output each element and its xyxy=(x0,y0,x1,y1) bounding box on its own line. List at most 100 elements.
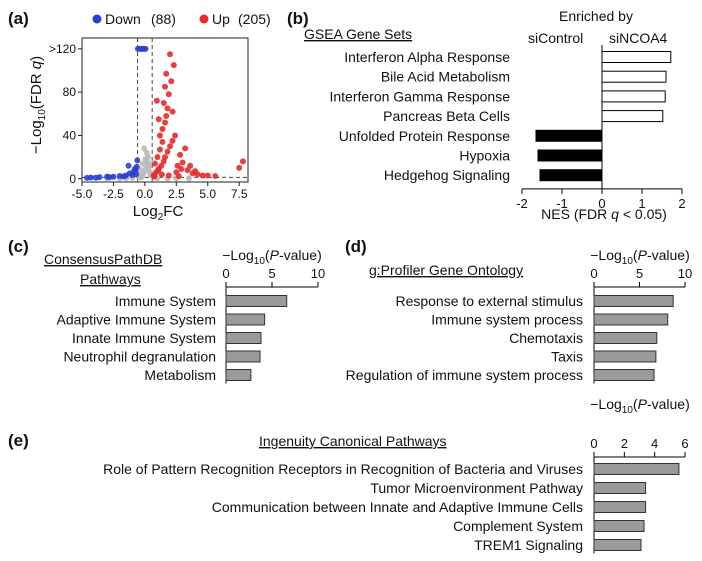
gsea-x-tick-label: 0 xyxy=(598,196,605,211)
cpdb-x-tick-label: 10 xyxy=(311,266,325,281)
legend-up-dot xyxy=(199,14,209,24)
ingenuity-x-tick-label: 2 xyxy=(621,436,628,451)
cpdb-x-tick-label: 0 xyxy=(222,266,229,281)
gprofiler-bar xyxy=(593,350,657,363)
point-up xyxy=(163,70,170,77)
point-up xyxy=(164,105,171,112)
gsea-header: Enriched by xyxy=(559,8,633,24)
legend-down-label: Down xyxy=(105,11,141,27)
point-up xyxy=(170,62,177,69)
ingenuity-category-label: Tumor Microenvironment Pathway xyxy=(370,480,583,496)
point-up xyxy=(187,162,194,169)
legend-down-count: (88) xyxy=(151,11,176,27)
panel-label-d: (d) xyxy=(345,237,367,256)
gsea-category-label: Hypoxia xyxy=(459,148,510,164)
point-up xyxy=(151,173,158,180)
gsea-category-label: Hedgehog Signaling xyxy=(384,167,510,183)
gsea-bar xyxy=(601,90,666,103)
gprofiler-subtitle: g:Profiler Gene Ontology xyxy=(369,262,523,278)
volcano-frame xyxy=(81,37,249,183)
point-up xyxy=(156,146,163,153)
point-up xyxy=(156,132,163,139)
point-up xyxy=(167,51,174,58)
cpdb-bar xyxy=(225,369,252,381)
point-up xyxy=(162,119,168,126)
point-up xyxy=(172,132,179,139)
cpdb-category-label: Metabolism xyxy=(144,367,216,383)
ingenuity-x-tick-label: 4 xyxy=(651,436,658,451)
point-up xyxy=(167,143,174,150)
gprofiler-category-label: Taxis xyxy=(551,349,583,365)
gsea-category-label: Pancreas Beta Cells xyxy=(383,108,510,124)
gsea-bar xyxy=(601,70,667,83)
gsea-bar xyxy=(601,110,664,123)
volcano-plot-area: -5.0 -2.5 0.0 2.5 5.0 7.5 0 40 80 >120 xyxy=(49,37,249,201)
point-down xyxy=(106,174,113,181)
volcano-x-tick-label: -5.0 xyxy=(72,187,93,201)
gsea-header-left: siControl xyxy=(528,30,583,46)
gsea-x-tick-label: 1 xyxy=(638,196,645,211)
gprofiler-category-label: Response to external stimulus xyxy=(395,293,583,309)
point-up xyxy=(168,78,175,85)
gprofiler-category-label: Immune system process xyxy=(431,312,583,328)
point-up xyxy=(158,162,165,169)
point-up xyxy=(192,168,199,175)
gsea-category-label: Unfolded Protein Response xyxy=(339,128,510,144)
gprofiler-bars: 0 5 10 Response to external stimulus Immune … xyxy=(346,266,692,384)
point-up xyxy=(184,167,191,174)
gprofiler-bar xyxy=(593,313,669,326)
ingenuity-category-label: Communication between Innate and Adaptiv… xyxy=(212,499,583,515)
volcano-y-tick-label: 0 xyxy=(69,172,76,186)
point-ns xyxy=(141,145,148,152)
panel-label-c: (c) xyxy=(8,237,29,256)
ingenuity-axis-title: −Log10(P-value) xyxy=(590,396,689,416)
gsea-x-label: NES (FDR q < 0.05) xyxy=(541,206,667,222)
gprofiler-bar xyxy=(593,295,674,307)
gsea-category-label: Interferon Gamma Response xyxy=(329,88,510,104)
point-up xyxy=(165,91,172,98)
volcano-x-tick-label: 5.0 xyxy=(199,187,216,201)
cpdb-x-tick-label: 5 xyxy=(268,266,275,281)
gprofiler-category-label: Chemotaxis xyxy=(509,330,583,346)
cpdb-category-label: Innate Immune System xyxy=(72,330,216,346)
point-up xyxy=(212,173,219,180)
cpdb-bars: 0 5 10 Immune System Adaptive Immune System I… xyxy=(56,266,325,384)
volcano-y-label: −Log10(FDR q) xyxy=(28,56,48,154)
gsea-x-tick-label: -1 xyxy=(556,196,568,211)
point-up xyxy=(159,125,166,132)
volcano-y-tick-label: 40 xyxy=(63,128,77,142)
point-up xyxy=(151,160,158,167)
point-ns xyxy=(142,156,149,163)
volcano-plot: Down (88) Up (205) -5.0 -2.5 0.0 2.5 5.0 7.5 0… xyxy=(28,11,271,223)
point-up xyxy=(159,138,166,145)
point-ns xyxy=(143,149,150,156)
ingenuity-chart: Ingenuity Canonical Pathways −Log10(P-va… xyxy=(103,396,690,554)
gsea-chart: GSEA Gene Sets Enriched by siControl siN… xyxy=(304,8,686,222)
point-up xyxy=(162,154,168,161)
consensuspathdb-chart: ConsensusPathDB Pathways −Log10(P-value)… xyxy=(44,247,325,384)
point-up xyxy=(182,145,189,152)
cpdb-bar xyxy=(225,332,262,344)
ingenuity-x-tick-label: 0 xyxy=(590,436,597,451)
gsea-bar xyxy=(537,149,603,162)
point-up xyxy=(163,112,170,119)
ingenuity-category-label: Complement System xyxy=(453,518,583,534)
ingenuity-bar xyxy=(593,539,642,551)
gsea-category-label: Interferon Alpha Response xyxy=(344,49,510,65)
point-up xyxy=(153,97,160,104)
ingenuity-bar xyxy=(593,482,647,494)
point-down xyxy=(134,157,141,164)
gprofiler-bar xyxy=(593,332,658,344)
point-up xyxy=(160,99,167,106)
gsea-bar xyxy=(535,129,603,142)
cpdb-category-label: Neutrophil degranulation xyxy=(63,349,216,365)
gsea-header-right: siNCOA4 xyxy=(609,30,668,46)
ingenuity-bar xyxy=(593,463,680,475)
point-down xyxy=(125,162,132,169)
point-down xyxy=(138,45,145,52)
ingenuity-bar xyxy=(593,501,647,513)
ingenuity-category-label: Role of Pattern Recognition Receptors in… xyxy=(103,461,583,477)
panel-label-e: (e) xyxy=(8,431,29,450)
point-up xyxy=(155,116,162,123)
